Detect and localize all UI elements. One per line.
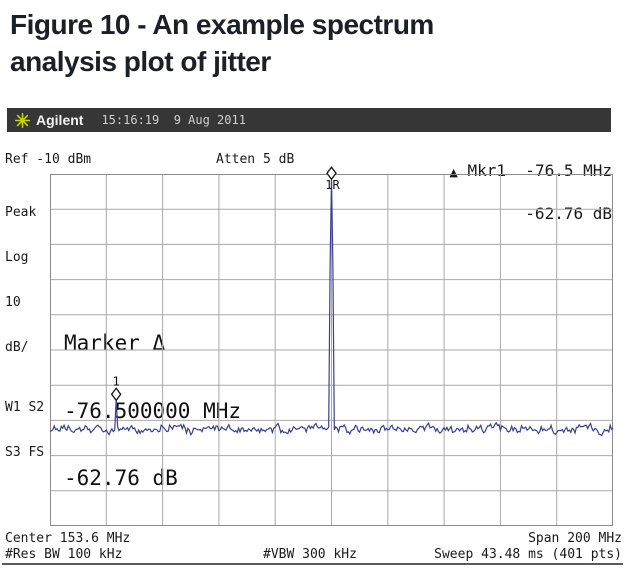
brand-label: Agilent (36, 112, 84, 128)
marker-delta-ampl: -62.76 dB (64, 466, 178, 490)
marker-delta-annotation: Marker Δ -76.500000 MHz -62.76 dB (64, 287, 241, 535)
trace-status-labels: W1 S2 S3 FS (5, 370, 44, 490)
graticule-grid (50, 174, 613, 526)
marker-delta-freq: -76.500000 MHz (64, 398, 242, 423)
detector-label: Peak (5, 205, 37, 220)
sweep-label: Sweep 43.48 ms (401 pts) (434, 547, 622, 562)
span-label: Span 200 MHz (528, 531, 622, 546)
figure-caption-line1: Figure 10 - An example spectrum (10, 9, 434, 40)
delta-triangle-icon: ▲ (449, 166, 458, 179)
marker-diamond-icon (326, 166, 337, 181)
figure-caption-line2: analysis plot of jitter (10, 46, 271, 77)
marker-delta-title: Marker Δ (64, 331, 166, 355)
attenuation-label: Atten 5 dB (216, 152, 295, 167)
datetime-label: 15:16:19 9 Aug 2011 (101, 113, 246, 127)
scale-type-label: Log (5, 250, 29, 265)
trace-status-line1: W1 S2 (5, 400, 45, 415)
scale-unit-label: dB/ (5, 340, 29, 355)
peak-marker-label: 1 (113, 374, 120, 388)
figure-caption: Figure 10 - An example spectrum analysis… (10, 6, 610, 80)
center-freq-label: Center 153.6 MHz (5, 531, 131, 546)
agilent-logo-icon (15, 112, 30, 128)
instrument-titlebar: Agilent 15:16:19 9 Aug 2011 (7, 108, 611, 132)
ref-level-label: Ref -10 dBm (5, 152, 92, 167)
trace-status-line2: S3 FS (5, 445, 45, 460)
spectrum-screen: 1R 1 (49, 166, 614, 526)
vbw-label: #VBW 300 kHz (263, 547, 357, 562)
marker-diamond-icon (110, 387, 122, 402)
scale-value-label: 10 (5, 295, 21, 310)
res-bw-label: #Res BW 100 kHz (5, 547, 123, 562)
figure-divider (2, 563, 623, 565)
amplitude-scale-labels: Peak Log 10 dB/ (5, 175, 36, 385)
peak-marker-label: 1R (325, 178, 340, 192)
